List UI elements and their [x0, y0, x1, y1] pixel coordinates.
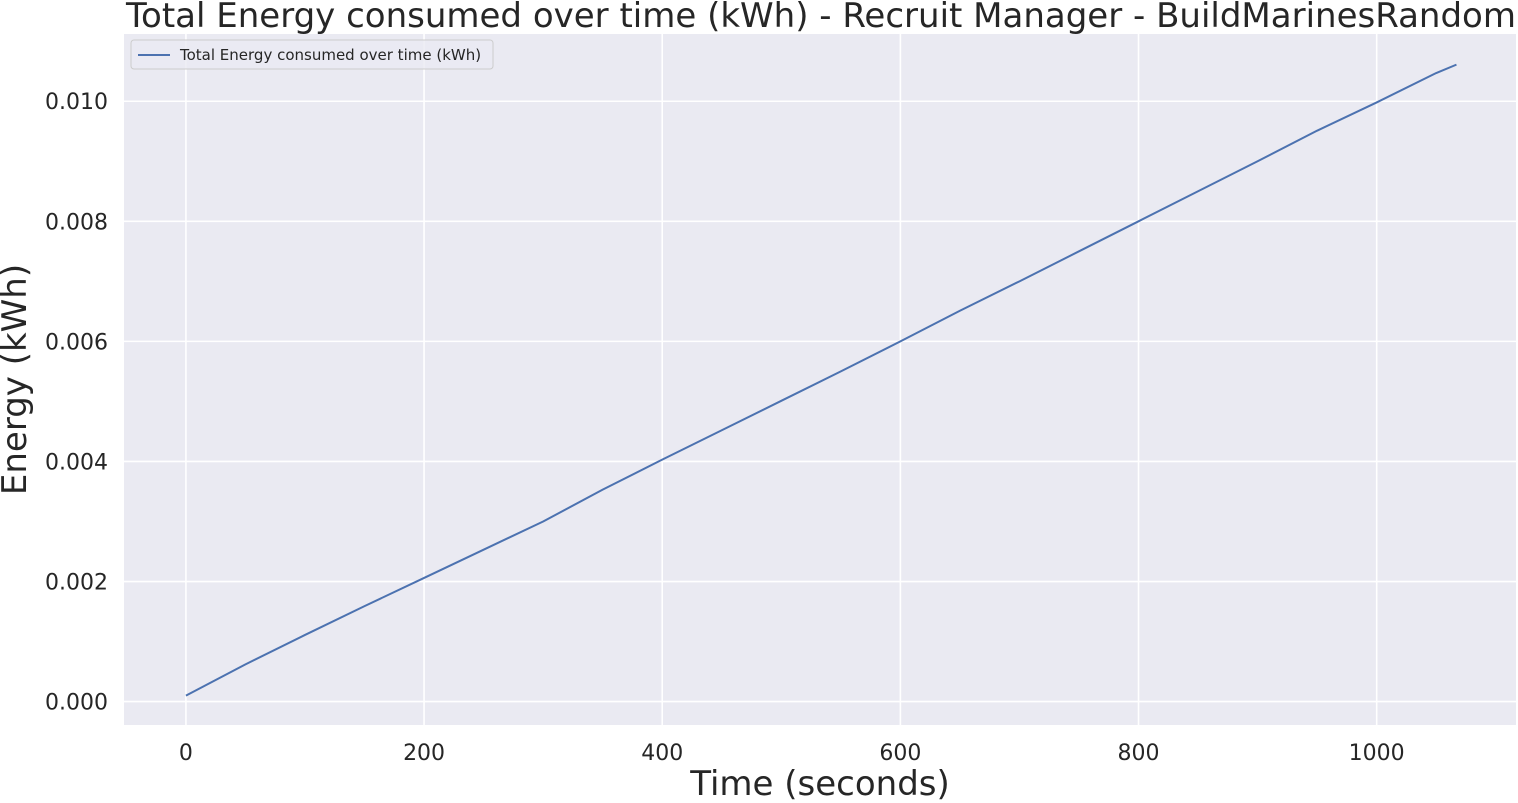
series-line: [185, 63, 1457, 697]
x-tick-label: 800: [1118, 741, 1160, 766]
x-tick-label: 400: [641, 741, 683, 766]
x-tick-label: 200: [403, 741, 445, 766]
y-tick-label: 0.008: [45, 210, 108, 235]
x-axis-ticks: 0 200 400 600 800 1000: [179, 741, 1405, 766]
y-tick-label: 0.006: [45, 330, 108, 355]
legend: Total Energy consumed over time (kWh): [130, 39, 494, 70]
x-tick-label: 0: [179, 741, 193, 766]
y-axis-ticks: 0.000 0.002 0.004 0.006 0.008 0.010: [45, 90, 108, 715]
chart-title: Total Energy consumed over time (kWh) - …: [125, 0, 1516, 36]
y-tick-label: 0.002: [45, 571, 108, 596]
series-layer: [185, 63, 1457, 697]
y-tick-label: 0.000: [45, 691, 108, 716]
grid-lines: [124, 34, 1516, 725]
y-tick-label: 0.010: [45, 90, 108, 115]
y-axis-label: Energy (kWh): [0, 264, 35, 495]
legend-box: [130, 39, 494, 70]
x-tick-label: 1000: [1349, 741, 1405, 766]
x-axis-label: Time (seconds): [689, 764, 950, 803]
x-tick-label: 600: [879, 741, 921, 766]
y-tick-label: 0.004: [45, 450, 108, 475]
legend-label: Total Energy consumed over time (kWh): [179, 46, 481, 64]
